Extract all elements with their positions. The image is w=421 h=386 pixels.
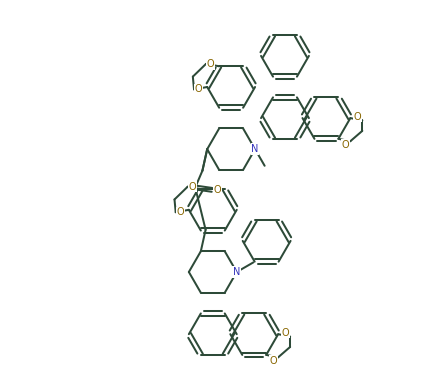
Text: N: N xyxy=(251,144,259,154)
Text: N: N xyxy=(233,267,240,277)
Text: O: O xyxy=(177,207,184,217)
Text: O: O xyxy=(195,85,203,95)
Text: O: O xyxy=(342,140,349,150)
Text: O: O xyxy=(214,185,221,195)
Text: O: O xyxy=(354,112,362,122)
Text: O: O xyxy=(189,182,197,192)
Text: O: O xyxy=(270,356,277,366)
Text: O: O xyxy=(282,328,289,338)
Text: O: O xyxy=(207,59,214,69)
